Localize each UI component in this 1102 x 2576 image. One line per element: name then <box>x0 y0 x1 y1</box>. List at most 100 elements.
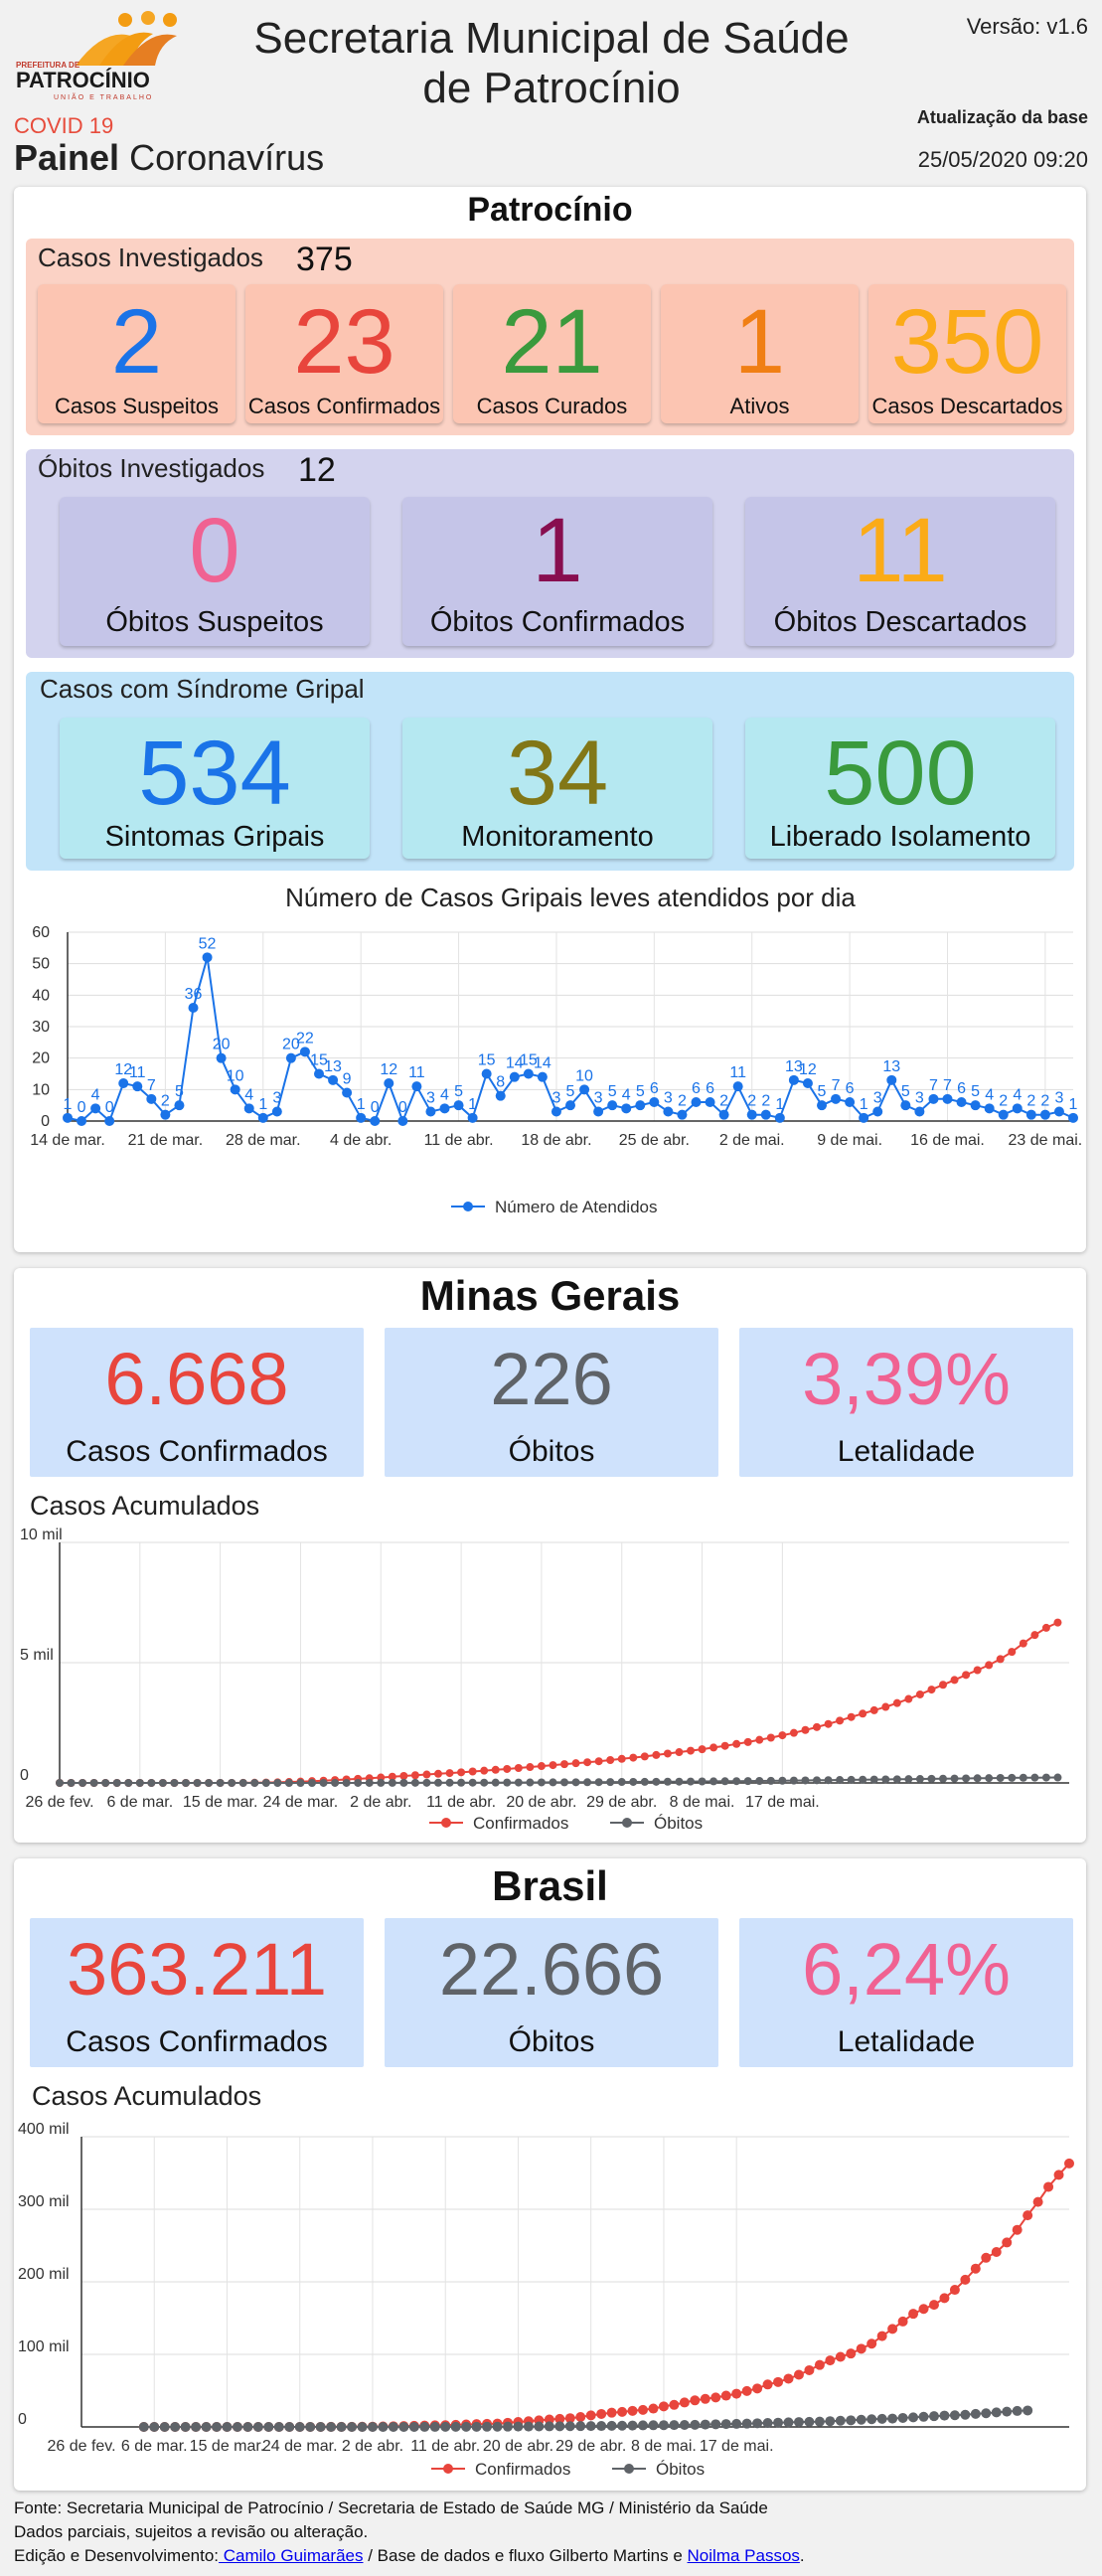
data-point <box>700 2419 710 2430</box>
data-point <box>876 2331 887 2341</box>
data-point <box>202 952 213 963</box>
data-point <box>908 2309 919 2320</box>
data-point <box>514 1778 523 1787</box>
data-point <box>575 2421 586 2432</box>
data-label: 1 <box>468 1096 477 1113</box>
casos-tile-4-label: Casos Descartados <box>871 394 1063 418</box>
gripal-tile-0: 534 Sintomas Gripais <box>60 718 370 859</box>
data-point <box>741 2385 752 2396</box>
data-point <box>1053 2170 1064 2180</box>
data-label: 20 <box>282 1037 300 1053</box>
minas-stat-1: 226 Óbitos <box>385 1328 718 1477</box>
data-point <box>663 1106 674 1117</box>
data-point <box>410 1778 419 1787</box>
legend-label: Óbitos <box>656 2460 705 2479</box>
data-point <box>549 1778 557 1787</box>
minas-stat-1-label: Óbitos <box>508 1435 595 1468</box>
data-point <box>887 2324 898 2334</box>
data-point <box>629 1777 638 1786</box>
data-point <box>928 2300 939 2311</box>
data-point <box>846 2415 857 2426</box>
footer-source: Fonte: Secretaria Municipal de Patrocíni… <box>14 2498 768 2517</box>
data-point <box>789 1728 798 1737</box>
data-label: 11 <box>408 1064 425 1081</box>
brasil-stat-2: 6,24% Letalidade <box>739 1918 1073 2067</box>
data-point <box>422 1778 431 1787</box>
data-point <box>698 1777 707 1786</box>
y-tick-label: 10 <box>32 1081 50 1098</box>
data-point <box>503 1778 512 1787</box>
data-point <box>856 2414 866 2425</box>
camilo-link[interactable]: Camilo Guimarães <box>219 2546 364 2565</box>
data-point <box>720 2390 731 2401</box>
data-label: 52 <box>199 935 217 952</box>
data-point <box>607 1100 618 1111</box>
data-point <box>778 1776 787 1785</box>
data-label: 12 <box>114 1061 132 1078</box>
data-point <box>315 2421 326 2432</box>
data-point <box>257 1112 268 1123</box>
casos-tile-2-value: 21 <box>501 291 603 393</box>
data-label: 13 <box>882 1058 900 1075</box>
data-point <box>950 1676 959 1685</box>
casos-group: Casos Investigados 375 2 Casos Suspeitos 2… <box>26 239 1074 435</box>
data-point <box>679 2419 690 2430</box>
data-point <box>216 1052 227 1063</box>
data-point <box>746 1109 757 1120</box>
data-point <box>468 1778 477 1787</box>
covid-label: COVID 19 <box>14 113 114 138</box>
data-point <box>627 2420 638 2431</box>
data-point <box>962 1774 971 1783</box>
data-point <box>856 2343 866 2354</box>
data-point <box>328 1074 339 1085</box>
data-point <box>743 1777 752 1786</box>
data-point <box>491 1778 500 1787</box>
data-point <box>669 2399 680 2410</box>
data-point <box>814 2359 825 2370</box>
footer: Fonte: Secretaria Municipal de Patrocíni… <box>14 2496 805 2568</box>
x-tick-label: 6 de mar. <box>106 1794 173 1811</box>
data-point <box>101 1779 110 1787</box>
data-point <box>970 2263 981 2274</box>
data-point <box>1030 1773 1039 1782</box>
data-point <box>271 1106 282 1117</box>
casos-tile-4: 350 Casos Descartados <box>868 284 1066 423</box>
data-label: 12 <box>380 1061 397 1078</box>
data-point <box>606 2407 617 2418</box>
data-label: 1 <box>1069 1096 1078 1113</box>
minas-title: Minas Gerais <box>419 1272 681 1319</box>
logo-prefix: PREFEITURA DE <box>16 61 80 70</box>
data-point <box>700 2393 710 2404</box>
data-point <box>285 1052 296 1063</box>
data-point <box>950 1774 959 1783</box>
data-point <box>720 2419 731 2430</box>
data-point <box>216 1779 225 1787</box>
data-point <box>149 2422 160 2432</box>
footer-credits: Edição e Desenvolvimento: Camilo Guimarã… <box>14 2544 805 2568</box>
page-title: Secretaria Municipal de Saúde de Patrocí… <box>229 14 874 113</box>
minas-stat-0-value: 6.668 <box>104 1338 289 1420</box>
y-tick-label: 0 <box>20 1767 29 1784</box>
data-point <box>549 1761 557 1770</box>
data-point <box>191 2422 202 2432</box>
data-point <box>915 1690 924 1698</box>
x-tick-label: 24 de mar. <box>262 2438 338 2455</box>
data-point <box>534 2421 545 2432</box>
x-tick-label: 25 de abr. <box>619 1132 690 1149</box>
data-point <box>846 2348 857 2359</box>
data-point <box>859 1112 869 1123</box>
data-point <box>640 1752 649 1761</box>
data-point <box>789 1776 798 1785</box>
painel-rest: Coronavírus <box>119 137 325 178</box>
x-tick-label: 15 de mar. <box>183 1794 258 1811</box>
data-point <box>118 1078 129 1088</box>
data-label: 5 <box>901 1083 910 1100</box>
data-point <box>537 1778 546 1787</box>
data-point <box>308 1779 316 1787</box>
data-point <box>201 2422 212 2432</box>
data-point <box>319 1778 328 1787</box>
data-point <box>564 2413 575 2424</box>
noilma-link[interactable]: Noilma Passos <box>687 2546 800 2565</box>
data-point <box>305 2422 316 2432</box>
data-point <box>357 2421 368 2432</box>
